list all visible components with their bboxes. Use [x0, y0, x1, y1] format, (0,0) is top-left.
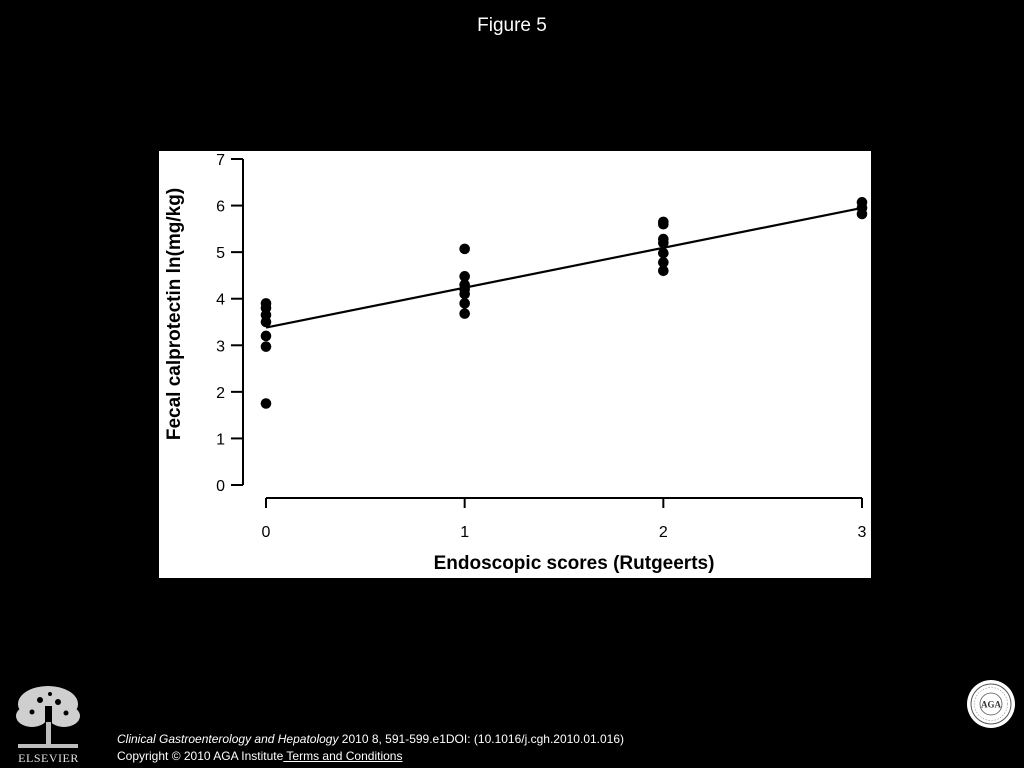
terms-and-conditions-link[interactable]: Terms and Conditions: [283, 749, 403, 763]
y-tick-label: 7: [216, 152, 225, 169]
y-tick-label: 6: [216, 199, 225, 216]
x-tick-label: 3: [858, 524, 867, 541]
x-tick-label: 0: [262, 524, 271, 541]
data-point: [260, 330, 272, 342]
aga-seal-icon: AGA: [967, 680, 1015, 728]
data-point: [658, 237, 669, 249]
copyright-line: Copyright © 2010 AGA Institute Terms and…: [117, 748, 624, 765]
data-point: [459, 288, 470, 300]
x-tick-label: 1: [460, 524, 469, 541]
y-tick-label: 0: [216, 478, 225, 495]
data-point: [260, 398, 272, 409]
data-point: [658, 218, 669, 230]
x-axis-label: Endoscopic scores (Rutgeerts): [434, 553, 715, 574]
y-tick-label: 3: [216, 338, 225, 355]
data-points: [260, 197, 868, 409]
data-point: [459, 308, 470, 319]
regression-line: [265, 206, 863, 329]
chart-panel: 0 1 2 3 4 5 6 7 0 1 2 3 Fecal calprotectin ln(mg/k…: [159, 151, 871, 578]
data-point: [658, 257, 669, 268]
aga-seal-text: AGA: [981, 700, 1002, 710]
data-point: [459, 271, 470, 282]
x-axis: 0 1 2 3: [262, 497, 867, 541]
data-point: [260, 341, 272, 352]
elsevier-logo: ELSEVIER: [10, 682, 87, 764]
journal-name: Clinical Gastroenterology and Hepatology: [117, 732, 339, 746]
y-tick-label: 5: [216, 245, 225, 262]
y-tick-label: 2: [216, 385, 225, 402]
citation-block: Clinical Gastroenterology and Hepatology…: [117, 731, 624, 765]
y-tick-label: 1: [216, 431, 225, 448]
data-point: [658, 265, 669, 277]
copyright-text: Copyright © 2010 AGA Institute: [117, 749, 284, 763]
data-point: [856, 208, 868, 220]
elsevier-wordmark: ELSEVIER: [18, 751, 79, 764]
scatter-chart: 0 1 2 3 4 5 6 7 0 1 2 3 Fecal calprotectin ln(mg/k…: [164, 152, 868, 574]
citation-details: 2010 8, 591-599.e1DOI: (10.1016/j.cgh.20…: [338, 732, 625, 746]
y-axis: 0 1 2 3 4 5 6 7: [216, 152, 244, 495]
slide-title: Figure 5: [477, 15, 547, 36]
x-tick-label: 2: [659, 524, 668, 541]
data-point: [459, 243, 470, 255]
citation-line: Clinical Gastroenterology and Hepatology…: [117, 731, 624, 748]
data-point: [260, 316, 272, 328]
data-point: [658, 247, 669, 259]
data-point: [459, 298, 470, 309]
y-tick-label: 4: [216, 292, 225, 309]
y-axis-label: Fecal calprotectin ln(mg/kg): [164, 188, 185, 440]
